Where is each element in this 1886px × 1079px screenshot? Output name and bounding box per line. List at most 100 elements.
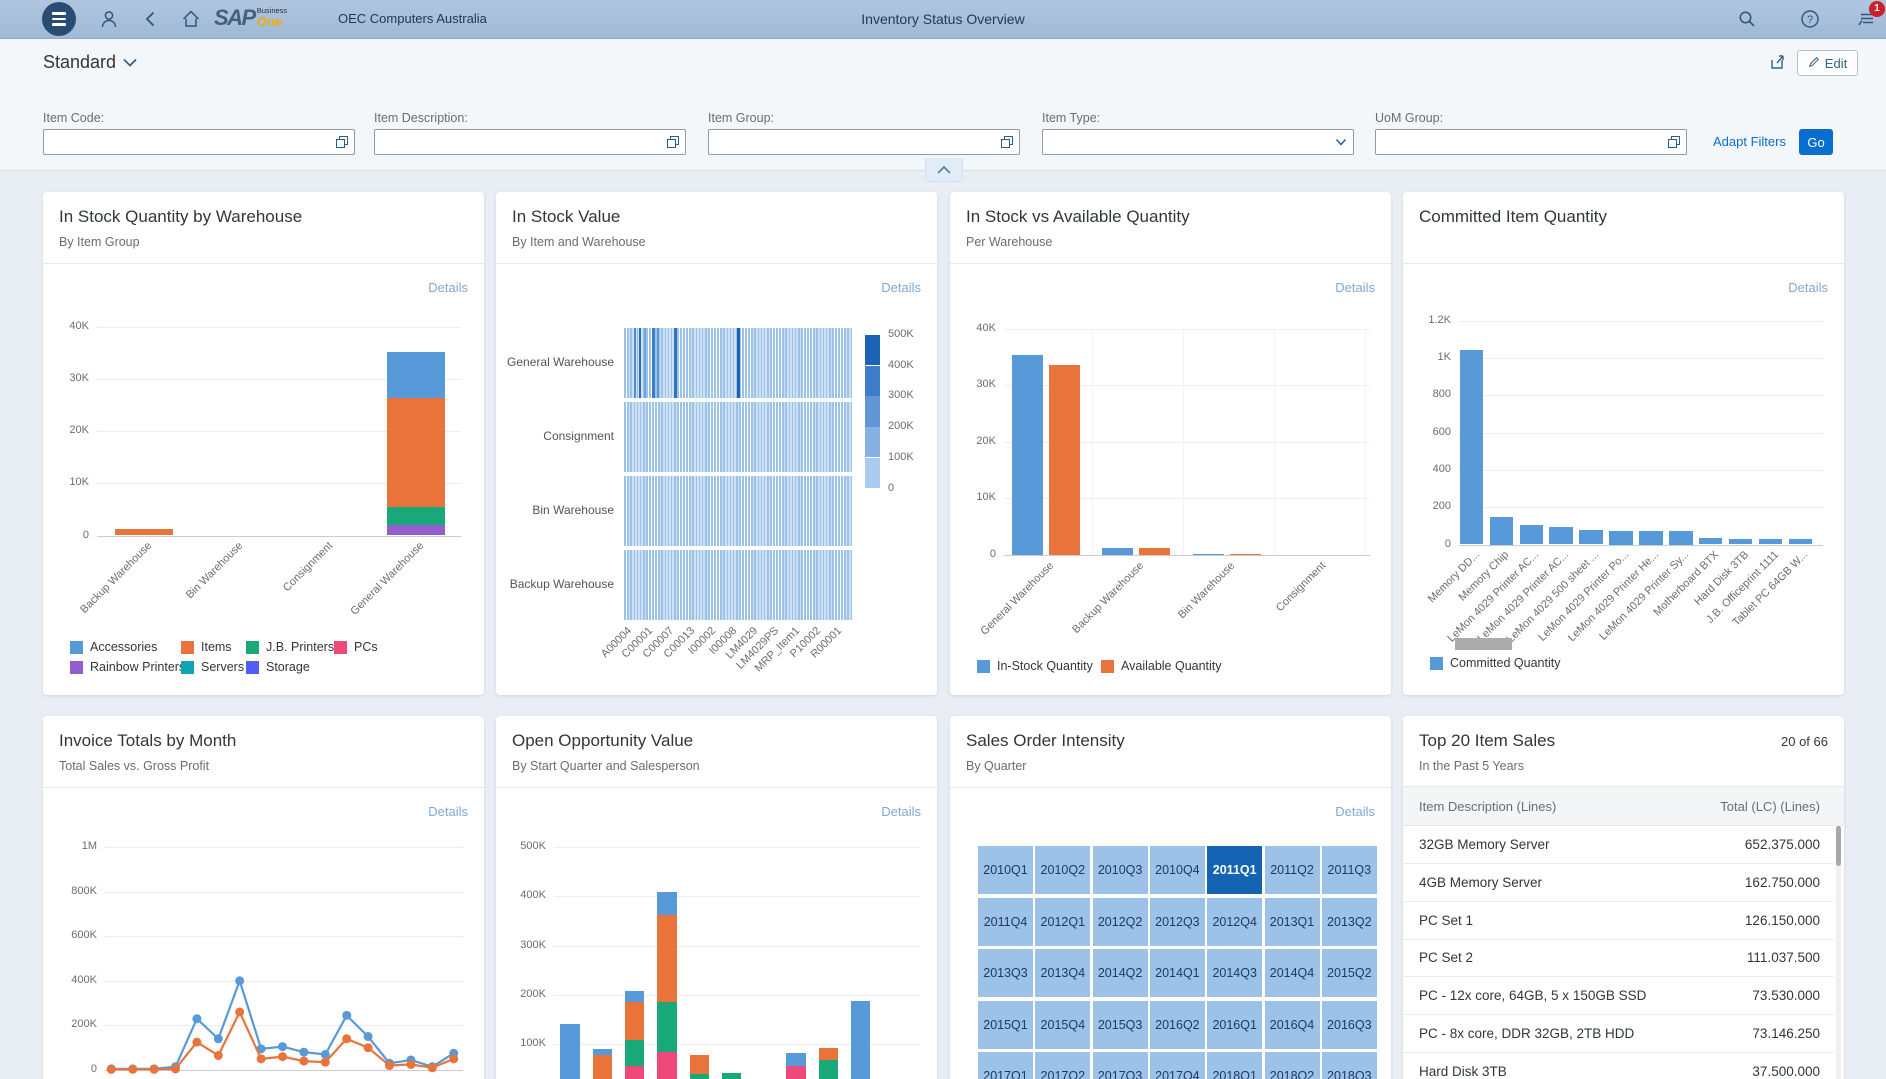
bar-segment[interactable] — [387, 524, 445, 536]
quarter-cell[interactable]: 2017Q2 — [1035, 1052, 1091, 1079]
data-point[interactable] — [385, 1061, 394, 1071]
quarter-cell[interactable]: 2014Q1 — [1149, 949, 1205, 997]
item-type-input[interactable] — [1043, 130, 1337, 154]
quarter-cell[interactable]: 2010Q1 — [978, 846, 1033, 894]
bar-segment[interactable] — [1489, 516, 1514, 545]
bar-segment[interactable] — [1519, 524, 1544, 545]
quarter-cell[interactable]: 2012Q2 — [1092, 897, 1148, 946]
data-point[interactable] — [363, 1032, 373, 1042]
quarter-cell[interactable]: 2011Q4 — [978, 897, 1033, 946]
bar-segment[interactable] — [624, 1040, 645, 1067]
uom-group-field[interactable] — [1375, 129, 1687, 155]
quarter-cell[interactable]: 2017Q3 — [1092, 1052, 1148, 1079]
bar-segment[interactable] — [387, 397, 445, 508]
data-point[interactable] — [128, 1064, 138, 1074]
quarter-cell[interactable]: 2013Q2 — [1321, 897, 1377, 946]
bar-segment[interactable] — [1579, 529, 1603, 545]
bar-segment[interactable] — [1139, 548, 1171, 555]
details-link[interactable]: Details — [428, 804, 468, 819]
data-point[interactable] — [342, 1010, 352, 1020]
quarter-cell[interactable]: 2018Q3 — [1321, 1052, 1377, 1079]
table-row[interactable]: PC Set 1 126.150.000 — [1403, 902, 1834, 940]
bar-segment[interactable] — [624, 990, 645, 1002]
table-row[interactable]: PC Set 2 111.037.500 — [1403, 939, 1834, 978]
bar-segment[interactable] — [818, 1059, 839, 1079]
bar-segment[interactable] — [851, 1000, 871, 1079]
collapse-filter-bar-button[interactable] — [925, 158, 963, 182]
details-link[interactable]: Details — [1335, 804, 1375, 819]
table-row[interactable]: PC - 12x core, 64GB, 5 x 150GB SSD 73.530… — [1403, 977, 1834, 1016]
heatmap-row[interactable] — [624, 550, 852, 620]
quarter-cell[interactable]: 2012Q3 — [1149, 897, 1205, 946]
quarter-cell[interactable]: 2010Q3 — [1092, 846, 1148, 894]
data-point[interactable] — [171, 1064, 180, 1074]
quarter-cell[interactable]: 2010Q2 — [1035, 846, 1091, 894]
quarter-cell[interactable]: 2015Q3 — [1092, 1000, 1148, 1049]
details-link[interactable]: Details — [881, 280, 921, 295]
bar-segment[interactable] — [818, 1047, 839, 1060]
quarter-cell[interactable]: 2013Q3 — [978, 949, 1033, 997]
menu-button[interactable] — [42, 2, 76, 36]
quarter-cell[interactable]: 2012Q1 — [1035, 897, 1091, 946]
details-link[interactable]: Details — [881, 804, 921, 819]
bar-segment[interactable] — [657, 892, 677, 915]
data-point[interactable] — [342, 1034, 352, 1044]
item-group-input[interactable] — [709, 130, 1003, 154]
value-help-icon[interactable] — [1000, 135, 1014, 154]
bar-segment[interactable] — [387, 507, 445, 525]
bar-segment[interactable] — [1459, 350, 1484, 545]
data-point[interactable] — [320, 1057, 330, 1067]
quarter-cell[interactable]: 2016Q1 — [1207, 1000, 1263, 1049]
quarter-cell[interactable]: 2013Q1 — [1264, 897, 1320, 946]
details-link[interactable]: Details — [428, 280, 468, 295]
bar-segment[interactable] — [1230, 554, 1262, 555]
bar-segment[interactable] — [592, 1049, 612, 1056]
value-help-icon[interactable] — [666, 135, 680, 154]
bar-segment[interactable] — [786, 1053, 806, 1067]
back-icon[interactable] — [140, 8, 162, 30]
quarter-cell[interactable]: 2011Q3 — [1321, 846, 1377, 894]
item-code-field[interactable] — [43, 129, 355, 155]
quarter-cell[interactable]: 2014Q2 — [1092, 949, 1148, 997]
data-point[interactable] — [320, 1049, 330, 1059]
data-point[interactable] — [256, 1054, 266, 1064]
data-point[interactable] — [427, 1063, 437, 1073]
quarter-cell[interactable]: 2014Q4 — [1264, 949, 1320, 997]
bar-segment[interactable] — [1639, 530, 1663, 545]
data-point[interactable] — [213, 1034, 223, 1044]
quarter-cell[interactable]: 2010Q4 — [1149, 846, 1205, 894]
bar-segment[interactable] — [624, 1066, 645, 1079]
quarter-cell[interactable]: 2016Q4 — [1264, 1000, 1320, 1049]
bar-segment[interactable] — [1758, 538, 1783, 545]
quarter-cell[interactable]: 2013Q4 — [1035, 949, 1091, 997]
help-icon[interactable]: ? — [1799, 8, 1821, 30]
search-icon[interactable] — [1736, 8, 1758, 30]
variant-selector[interactable]: Standard — [43, 52, 137, 73]
bar-segment[interactable] — [1609, 530, 1633, 545]
bar-segment[interactable] — [786, 1066, 806, 1079]
uom-group-input[interactable] — [1376, 130, 1670, 154]
edit-button[interactable]: Edit — [1797, 50, 1858, 76]
quarter-cell[interactable]: 2017Q1 — [978, 1052, 1033, 1079]
table-row[interactable]: 4GB Memory Server 162.750.000 — [1403, 864, 1834, 902]
bar-segment[interactable] — [592, 1055, 612, 1079]
bar-segment[interactable] — [1102, 548, 1134, 555]
table-row[interactable]: PC - 8x core, DDR 32GB, 2TB HDD 73.146.25… — [1403, 1015, 1834, 1053]
bar-segment[interactable] — [657, 914, 677, 1003]
details-link[interactable]: Details — [1335, 280, 1375, 295]
data-point[interactable] — [278, 1052, 287, 1062]
quarter-cell[interactable]: 2014Q3 — [1207, 949, 1263, 997]
data-point[interactable] — [149, 1064, 159, 1074]
data-point[interactable] — [363, 1043, 373, 1053]
bar-segment[interactable] — [1549, 526, 1573, 545]
quarter-cell[interactable]: 2017Q4 — [1149, 1052, 1205, 1079]
bar-segment[interactable] — [689, 1073, 709, 1079]
home-icon[interactable] — [180, 8, 202, 30]
item-description-field[interactable] — [374, 129, 686, 155]
quarter-cell[interactable]: 2012Q4 — [1207, 897, 1263, 946]
quarter-cell[interactable]: 2018Q2 — [1264, 1052, 1320, 1079]
item-description-input[interactable] — [375, 130, 669, 154]
bar-segment[interactable] — [1011, 354, 1043, 555]
details-link[interactable]: Details — [1788, 280, 1828, 295]
quarter-cell[interactable]: 2011Q2 — [1264, 846, 1320, 894]
